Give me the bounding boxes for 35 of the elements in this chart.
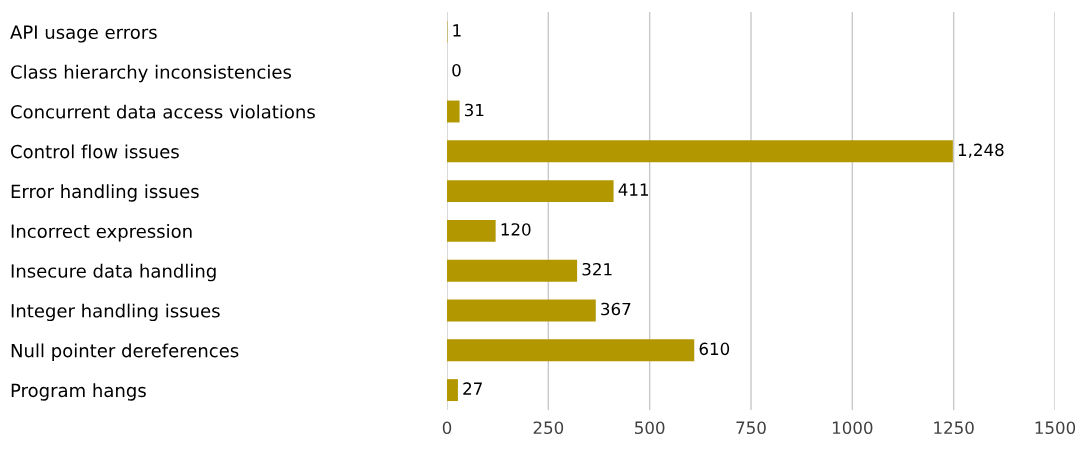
data-label: 0 [452,63,461,77]
data-label: 27 [463,382,482,395]
data-label: 120 [501,223,531,236]
y-tick-label: Class hierarchy inconsistencies [11,64,292,83]
data-label: 367 [601,302,631,316]
y-tick-label: Control flow issues [11,144,179,159]
bar [447,140,953,163]
y-tick-label: Integer handling issues [11,303,220,322]
x-tick-label: 250 [533,421,564,435]
x-tick-label: 1250 [934,421,974,435]
y-tick-label: API usage errors [10,25,157,43]
bar [447,379,458,402]
x-tick-label: 1000 [832,421,873,435]
y-tick-label: Concurrent data access violations [11,104,315,119]
data-label: 31 [465,103,484,117]
bar [447,339,695,362]
y-tick-label: Program hangs [11,383,146,401]
y-tick-label: Null pointer dereferences [11,343,239,361]
data-label: 321 [582,262,612,276]
data-label: 610 [699,342,730,356]
bar [447,100,460,123]
x-tick-label: 1500 [1035,421,1076,435]
y-tick-label: Insecure data handling [11,263,216,282]
data-label: 1 [453,24,461,37]
x-tick-label: 750 [736,421,766,435]
data-label: 1,248 [958,143,1004,158]
bar [447,299,596,322]
bar [447,219,496,242]
bar [447,259,578,282]
x-tick-label: 500 [635,421,665,435]
y-tick-label: Incorrect expression [11,224,192,242]
data-label: 411 [618,183,649,196]
x-tick-label: 0 [442,421,452,435]
y-tick-label: Error handling issues [11,184,199,202]
bar [447,180,614,203]
